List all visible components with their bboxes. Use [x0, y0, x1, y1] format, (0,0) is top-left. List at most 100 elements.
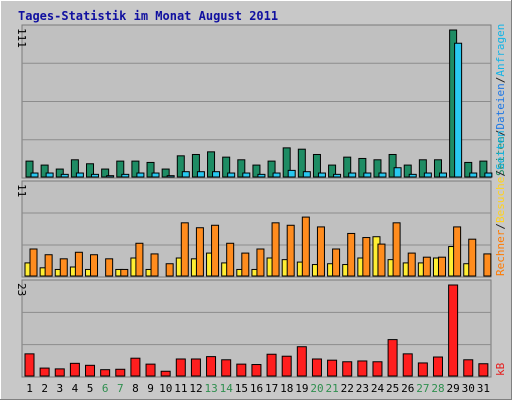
bar-requests-dateien-day-14 [227, 172, 236, 178]
bar-kb-kb-day-12 [190, 358, 201, 377]
bar-kb-kb-day-15 [236, 363, 247, 377]
x-day-label: 28 [431, 382, 444, 395]
bar-kb-kb-day-16 [251, 364, 262, 377]
bar-visits-rechner-day-21 [332, 248, 341, 277]
bar-requests-anfragen-day-8 [131, 160, 140, 178]
bar-kb-kb-day-27 [417, 362, 428, 377]
bar-requests-dateien-day-17 [272, 172, 281, 178]
bar-visits-rechner-day-7 [120, 268, 129, 277]
bar-requests-dateien-day-22 [348, 172, 357, 178]
bar-visits-rechner-day-31 [483, 253, 492, 277]
bar-requests-anfragen-day-23 [358, 157, 367, 178]
bar-visits-rechner-day-8 [135, 242, 144, 277]
x-day-label: 21 [326, 382, 339, 395]
bar-requests-dateien-day-6 [106, 175, 115, 178]
bar-requests-dateien-day-20 [317, 172, 326, 178]
bar-requests-anfragen-day-2 [40, 164, 49, 178]
bar-visits-rechner-day-17 [271, 222, 280, 277]
bar-visits-rechner-day-10 [165, 263, 174, 277]
panel-visits-bars [24, 216, 492, 277]
bar-requests-anfragen-day-17 [267, 160, 276, 178]
panel-kb-grid [22, 311, 491, 346]
bar-requests-dateien-day-19 [302, 171, 311, 178]
ymax-label-kb: 23 [15, 283, 28, 296]
bar-requests-dateien-day-26 [408, 173, 417, 178]
bar-requests-dateien-day-18 [287, 169, 296, 178]
bar-requests-anfragen-day-24 [373, 159, 382, 178]
legend-besuche: Besuche [494, 177, 507, 223]
bar-requests-dateien-day-23 [363, 172, 372, 178]
bar-requests-anfragen-day-16 [252, 164, 261, 178]
bar-kb-kb-day-19 [296, 346, 307, 377]
bar-requests-dateien-day-3 [60, 173, 69, 178]
x-day-label: 15 [235, 382, 248, 395]
bar-requests-dateien-day-8 [136, 172, 145, 178]
x-day-label: 23 [356, 382, 369, 395]
legend-rechner: Rechner [494, 229, 507, 276]
bar-requests-dateien-day-12 [196, 171, 205, 178]
bar-visits-rechner-day-25 [392, 222, 401, 277]
bar-requests-anfragen-day-3 [55, 168, 64, 178]
bar-visits-rechner-day-4 [74, 251, 83, 277]
bar-requests-dateien-day-24 [378, 172, 387, 178]
bar-kb-kb-day-13 [206, 356, 217, 377]
bar-visits-rechner-day-12 [195, 227, 204, 277]
bar-visits-rechner-day-5 [90, 254, 99, 277]
bar-kb-kb-day-26 [402, 353, 413, 377]
bar-visits-rechner-day-22 [347, 232, 356, 277]
bar-kb-kb-day-6 [100, 369, 111, 377]
bar-visits-rechner-day-13 [211, 224, 220, 277]
bar-requests-dateien-day-16 [257, 173, 266, 178]
bar-requests-dateien-day-5 [91, 173, 100, 178]
panel-kb-bg [21, 279, 492, 378]
bar-kb-kb-day-20 [311, 358, 322, 377]
bar-kb-kb-day-3 [54, 368, 65, 377]
bar-visits-rechner-day-28 [437, 256, 446, 277]
bar-requests-dateien-day-13 [212, 171, 221, 178]
x-day-label: 14 [220, 382, 234, 395]
bar-requests-anfragen-day-4 [70, 159, 79, 178]
x-day-label: 9 [147, 382, 154, 395]
x-day-label: 7 [117, 382, 124, 395]
bar-kb-kb-day-1 [24, 353, 35, 377]
bar-requests-dateien-day-21 [333, 173, 342, 178]
x-day-label: 2 [41, 382, 48, 395]
legend-kb: kB [494, 362, 507, 376]
bar-visits-rechner-day-9 [150, 253, 159, 277]
bar-kb-kb-day-24 [372, 361, 383, 377]
bar-kb-kb-day-4 [69, 362, 80, 377]
x-day-label: 13 [204, 382, 217, 395]
x-day-label: 24 [371, 382, 385, 395]
bar-visits-rechner-day-6 [105, 258, 114, 277]
bar-kb-kb-day-11 [175, 358, 186, 377]
bar-requests-anfragen-day-11 [176, 155, 185, 178]
bar-visits-rechner-day-20 [316, 226, 325, 277]
bar-requests-dateien-day-11 [181, 171, 190, 178]
bar-kb-kb-day-2 [39, 367, 50, 377]
bar-kb-kb-day-18 [281, 355, 292, 377]
bar-kb-kb-day-31 [478, 363, 489, 377]
bar-requests-anfragen-day-12 [191, 153, 200, 178]
x-day-label: 17 [265, 382, 278, 395]
bar-visits-rechner-day-29 [453, 226, 462, 277]
bar-requests-anfragen-day-7 [116, 160, 125, 178]
x-day-label: 29 [447, 382, 460, 395]
x-day-label: 4 [72, 382, 79, 395]
bar-visits-rechner-day-23 [362, 237, 371, 277]
bar-requests-dateien-day-29 [454, 42, 463, 178]
x-day-label: 16 [250, 382, 263, 395]
x-day-label: 26 [401, 382, 414, 395]
x-day-label: 11 [174, 382, 187, 395]
panel-visits-grid [22, 212, 491, 246]
x-day-label: 3 [57, 382, 64, 395]
bar-visits-rechner-day-15 [241, 252, 250, 277]
legend-sep-1: / [494, 130, 507, 137]
bar-requests-anfragen-day-26 [403, 164, 412, 178]
legend-dateien: Dateien [494, 83, 507, 129]
bar-visits-rechner-day-18 [286, 224, 295, 277]
bar-requests-dateien-day-10 [166, 175, 175, 178]
ymax-label-visits: 11 [15, 184, 28, 197]
x-day-label: 8 [132, 382, 139, 395]
bar-kb-kb-day-14 [221, 359, 232, 377]
